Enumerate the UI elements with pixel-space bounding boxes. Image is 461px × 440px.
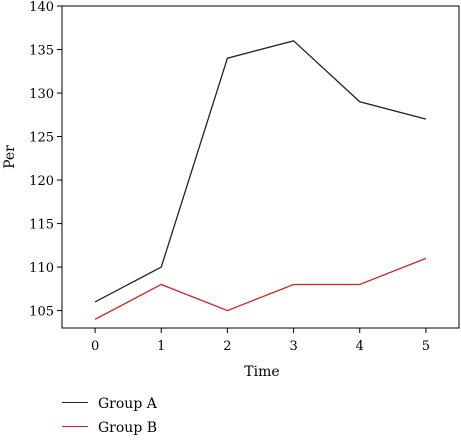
legend: Group A Group B xyxy=(62,392,157,440)
y-tick-label: 130 xyxy=(29,87,54,102)
legend-swatch-group-b xyxy=(62,425,88,427)
legend-item-group-a: Group A xyxy=(62,392,157,416)
y-tick-label: 110 xyxy=(29,261,54,276)
y-tick-label: 125 xyxy=(29,131,54,146)
series-line-group-b xyxy=(94,257,427,320)
x-tick-label: 2 xyxy=(223,339,231,354)
x-axis: 0 1 2 3 4 5 xyxy=(91,328,430,354)
y-axis: 105 110 115 120 125 130 135 140 xyxy=(29,0,62,320)
y-tick-label: 140 xyxy=(29,0,54,15)
y-tick-label: 135 xyxy=(29,44,54,59)
plot-area-frame xyxy=(61,5,460,329)
x-axis-title: Time xyxy=(244,364,279,380)
series-lines xyxy=(94,40,427,320)
legend-swatch-group-a xyxy=(62,401,88,403)
legend-label-group-a: Group A xyxy=(98,396,157,412)
x-tick-label: 0 xyxy=(91,339,99,354)
legend-label-group-b: Group B xyxy=(98,420,158,436)
y-tick-label: 120 xyxy=(29,174,54,189)
x-tick-label: 4 xyxy=(356,339,364,354)
x-tick-label: 3 xyxy=(289,339,297,354)
series-line-group-a xyxy=(94,40,427,303)
line-chart: 0 1 2 3 4 5 105 110 115 120 125 130 135 140 Time Per xyxy=(2,0,460,380)
x-tick-label: 1 xyxy=(157,339,165,354)
legend-item-group-b: Group B xyxy=(62,416,157,440)
y-axis-title: Per xyxy=(2,145,18,169)
x-tick-label: 5 xyxy=(422,339,430,354)
y-tick-label: 105 xyxy=(29,305,54,320)
y-tick-label: 115 xyxy=(29,218,54,233)
